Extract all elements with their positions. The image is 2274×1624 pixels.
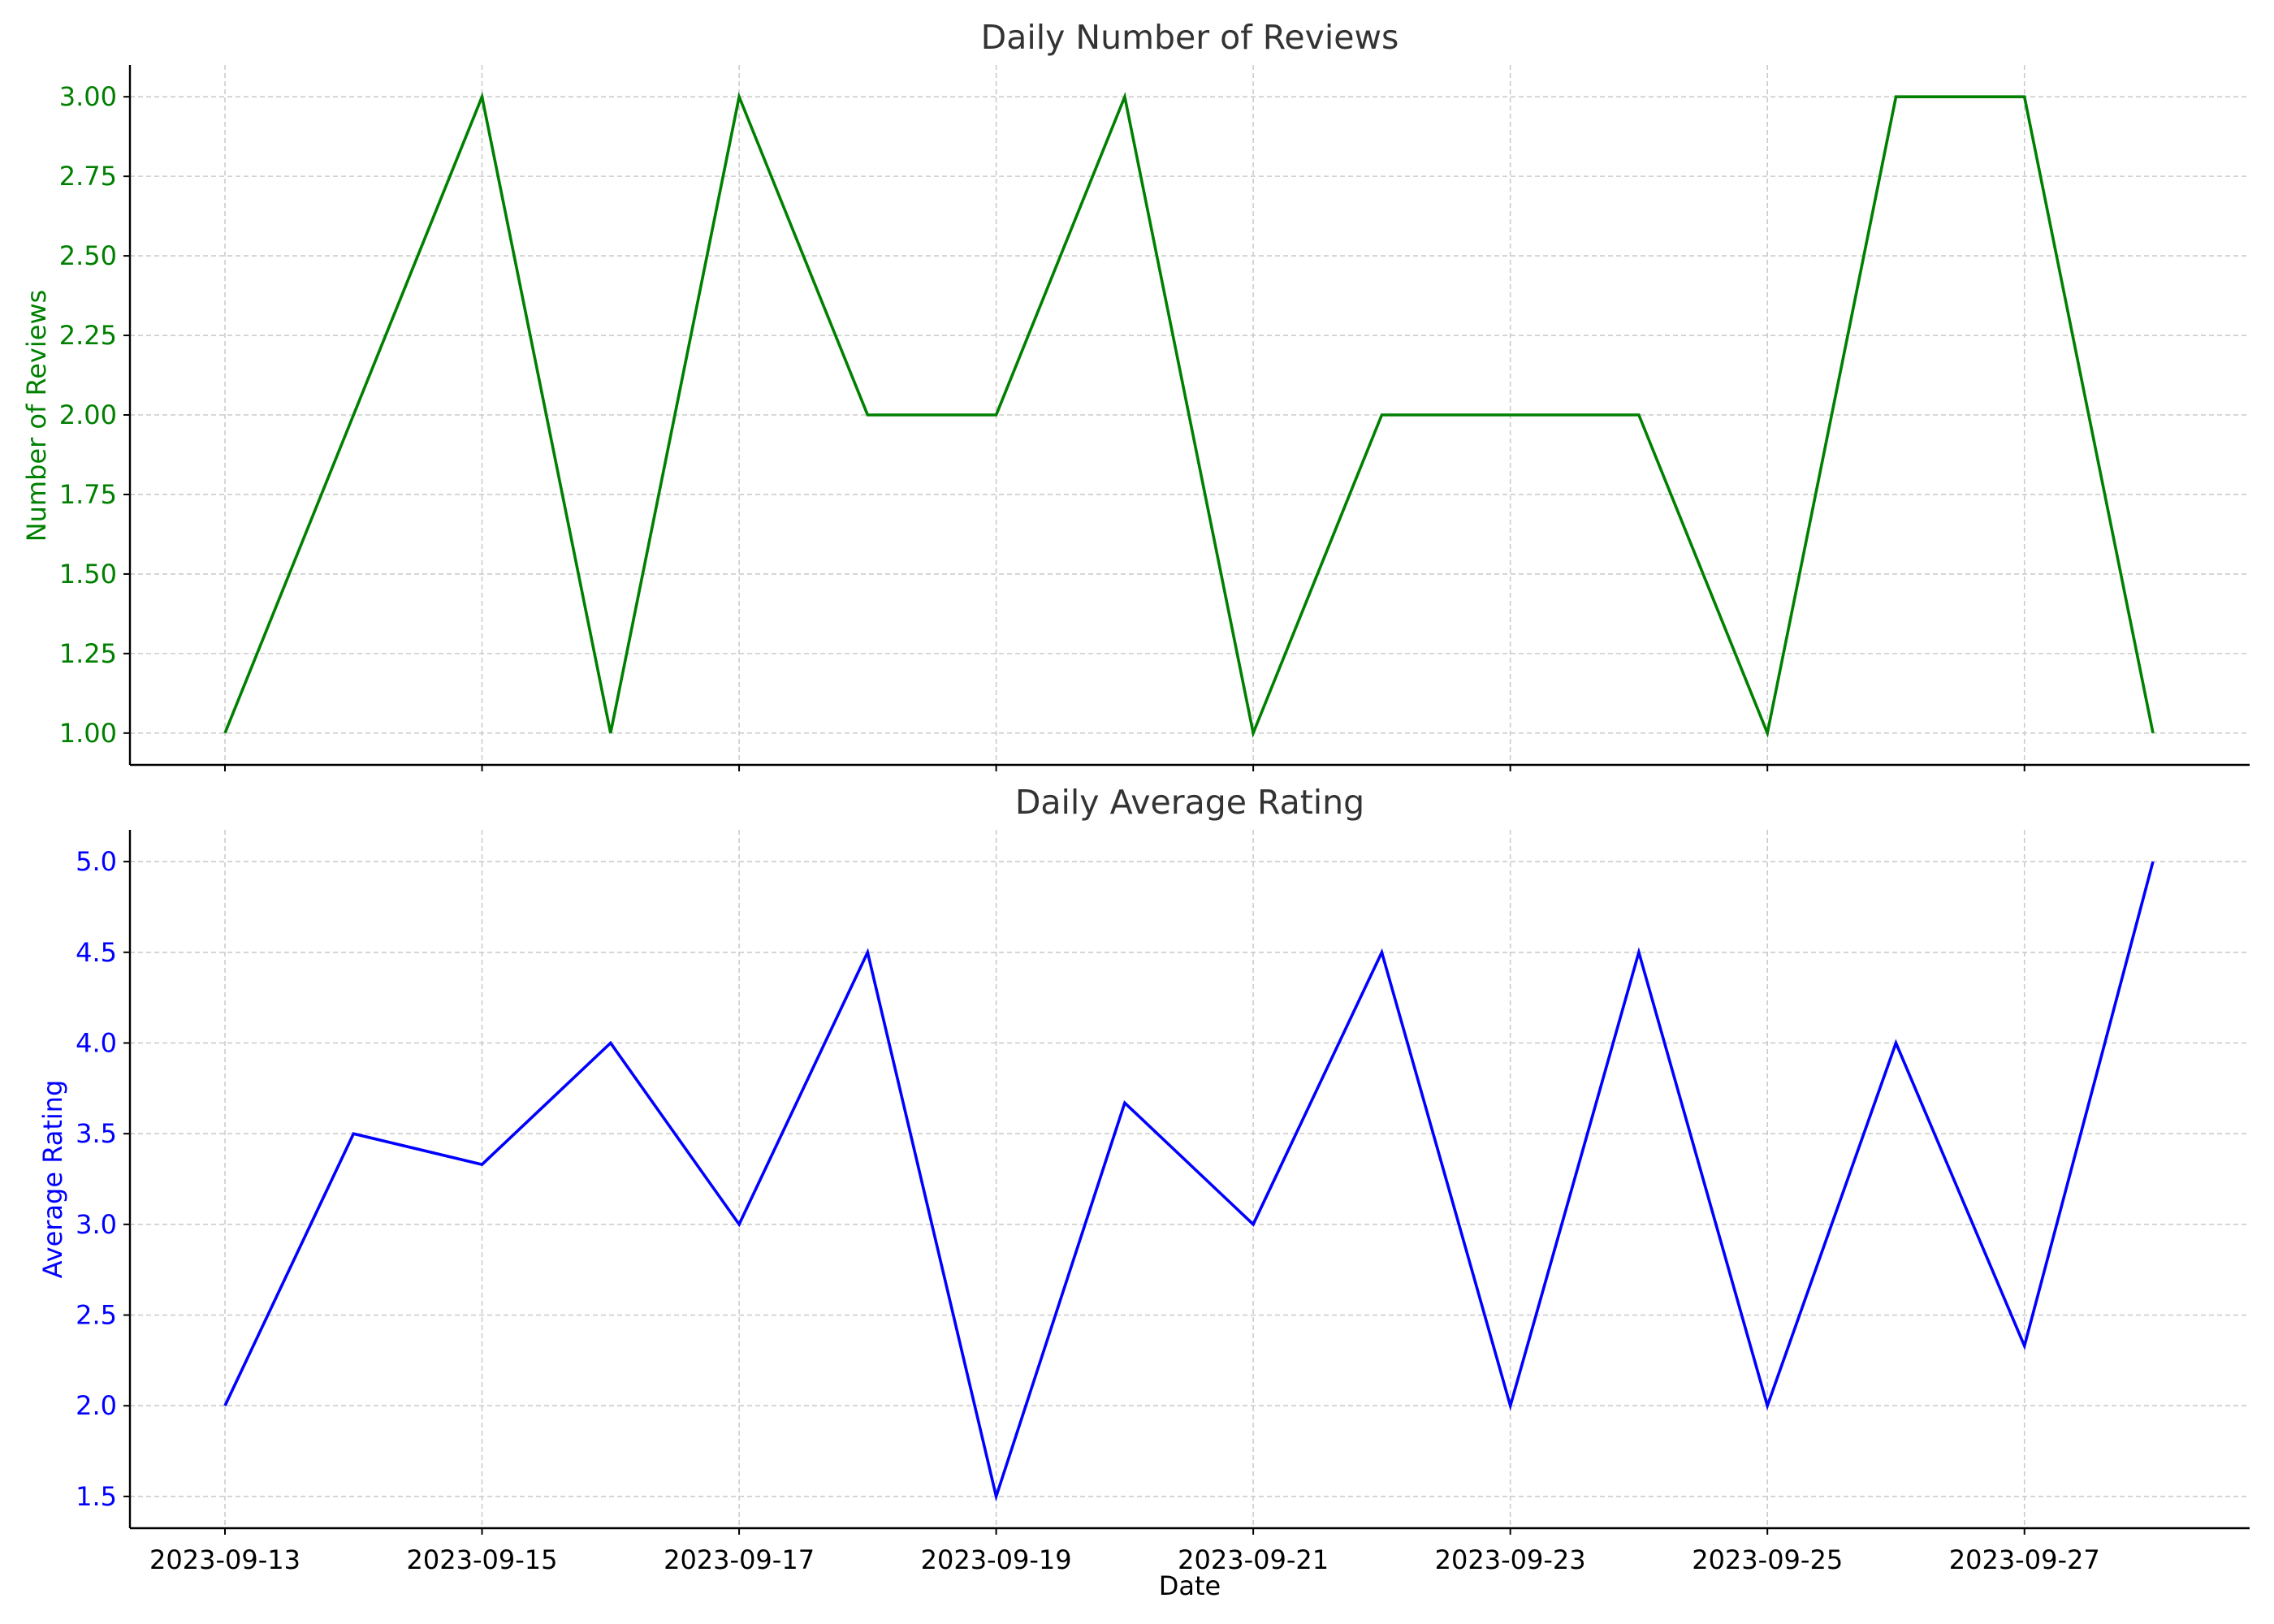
y-tick-label: 2.50 [59,240,117,271]
data-point [994,1494,999,1499]
data-point [1636,950,1641,955]
data-point [2022,1344,2027,1349]
x-ticks [224,765,2025,771]
x-tick-label: 2023-09-17 [664,1544,815,1575]
y-tick-label: 4.0 [76,1027,117,1058]
y-tick-label: 1.00 [59,718,117,749]
data-point [865,412,870,417]
x-ticks: 2023-09-13 2023-09-15 2023-09-17 2023-09-19… [149,1528,2100,1575]
data-point [2022,94,2027,99]
data-point [608,1040,613,1045]
data-point [351,1131,356,1136]
data-point [223,731,227,736]
x-tick-label: 2023-09-19 [921,1544,1072,1575]
y-tick-label: 5.0 [76,846,117,877]
data-point [737,94,741,99]
data-point [1379,950,1384,955]
data-point [1765,731,1770,736]
y-tick-label: 2.25 [59,320,117,351]
data-point [351,412,356,417]
y-ticks: 1.5 2.0 2.5 3.0 3.5 4.0 4.5 5.0 [76,846,130,1512]
y-tick-label: 1.50 [59,559,117,590]
x-tick-label: 2023-09-21 [1178,1544,1329,1575]
y-tick-label: 1.25 [59,638,117,669]
data-point [2151,859,2155,864]
y-tick-label: 1.5 [76,1481,117,1512]
x-tick-label: 2023-09-13 [149,1544,300,1575]
data-point [1765,1403,1770,1408]
data-point [1251,731,1256,736]
data-point [1508,412,1513,417]
grid [130,830,2250,1528]
data-point [994,412,999,417]
x-axis-label: Date [1159,1570,1221,1601]
data-point [865,950,870,955]
data-point [480,1162,485,1167]
x-tick-label: 2023-09-23 [1435,1544,1586,1575]
y-axis-label: Average Rating [37,1080,68,1279]
data-point [223,1403,227,1408]
y-tick-label: 4.5 [76,937,117,968]
rating-chart-panel: Daily Average Rating Average Rating Date… [37,783,2250,1601]
reviews-chart-panel: Daily Number of Reviews Number of Review… [21,18,2250,771]
series-line [223,91,2155,739]
series-layer [223,91,2155,739]
data-point [1893,1040,1898,1045]
data-point [1636,412,1641,417]
y-tick-label: 3.0 [76,1209,117,1240]
y-tick-label: 2.75 [59,161,117,192]
series-layer [223,859,2155,1502]
y-ticks: 1.00 1.25 1.50 1.75 2.00 2.25 2.50 2.75 3.00 [59,81,130,749]
x-tick-label: 2023-09-25 [1692,1544,1843,1575]
data-point [1379,412,1384,417]
data-point [1508,1403,1513,1408]
y-tick-label: 2.5 [76,1300,117,1331]
data-point [1122,1100,1127,1105]
data-point [480,94,485,99]
y-tick-label: 2.0 [76,1390,117,1421]
data-point [737,1222,741,1227]
data-point [608,731,613,736]
y-tick-label: 3.5 [76,1118,117,1149]
data-point [1893,94,1898,99]
y-tick-label: 2.00 [59,400,117,430]
axes [128,65,2250,767]
y-tick-label: 3.00 [59,81,117,112]
chart-title: Daily Number of Reviews [981,18,1399,57]
chart-title: Daily Average Rating [1015,783,1364,822]
y-tick-label: 1.75 [59,479,117,510]
x-tick-label: 2023-09-15 [407,1544,558,1575]
axes [128,830,2250,1530]
series-line [223,861,2155,1502]
data-point [1251,1222,1256,1227]
x-tick-label: 2023-09-27 [1949,1544,2100,1575]
data-point [2151,731,2155,736]
y-axis-label: Number of Reviews [21,290,52,542]
data-point [1122,94,1127,99]
